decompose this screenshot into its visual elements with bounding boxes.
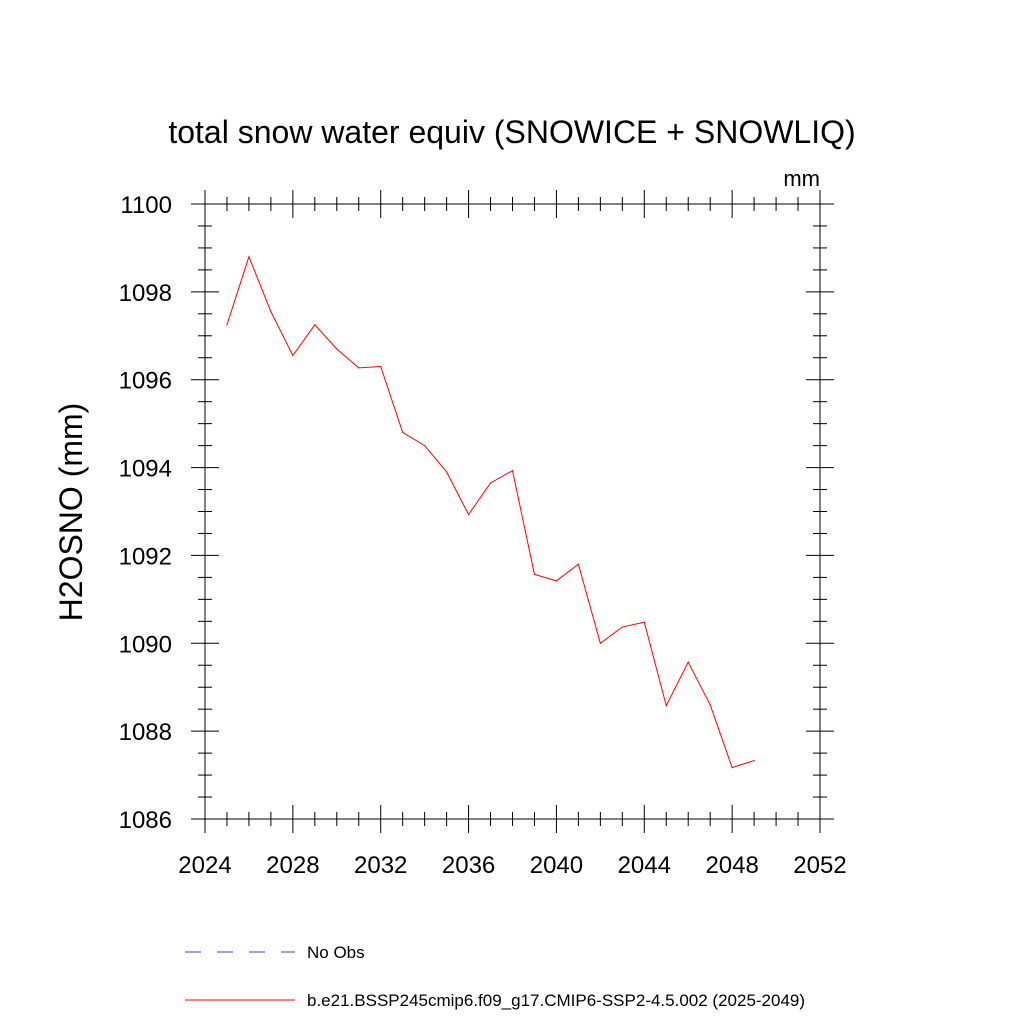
x-tick-label: 2024 [178,852,231,879]
data-point [577,563,579,565]
y-tick-label: 1100 [120,192,172,219]
x-tick-label: 2028 [266,852,319,879]
data-point [665,705,667,707]
data-point [336,348,338,350]
y-axis-label: H2OSNO (mm) [53,403,89,622]
data-point [511,470,514,472]
data-point [489,482,492,484]
x-tick-label: 2048 [705,852,758,879]
series-line [226,255,755,769]
data-point [314,324,316,326]
x-tick-label: 2052 [793,852,846,879]
y-tick-label: 1092 [119,543,172,570]
x-tick-label: 2032 [354,852,407,879]
data-point [643,621,645,623]
legend-label: b.e21.BSSP245cmip6.f09_g17.CMIP6-SSP2-4.… [307,991,805,1010]
data-point [599,642,601,644]
data-point [709,704,711,706]
data-point [380,365,382,368]
series-group [226,255,755,769]
data-point [555,580,558,582]
data-point [270,311,272,313]
legend-label: No Obs [307,943,365,962]
data-point [621,626,623,628]
x-tick-label: 2044 [618,852,671,879]
x-tick-label: 2036 [442,852,495,879]
data-point [731,767,733,769]
data-point [226,324,228,326]
data-point [533,573,536,575]
data-point [424,445,426,447]
chart-title: total snow water equiv (SNOWICE + SNOWLI… [168,114,855,150]
data-point [446,471,448,473]
y-tick-label: 1098 [119,280,172,307]
data-point [292,354,294,357]
data-point [248,256,250,258]
data-point [467,513,470,516]
y-tick-labels: 1086 1088 1090 1092 1094 1096 1098 1100 [119,192,172,834]
y-tick-label: 1094 [119,456,172,483]
data-point [402,431,404,434]
data-point [358,367,360,369]
y-tick-label: 1096 [119,368,172,395]
legend: No Obs b.e21.BSSP245cmip6.f09_g17.CMIP6-S… [185,943,805,1010]
plot-frame [204,203,821,820]
y-tick-label: 1086 [119,807,172,834]
axis-ticks [191,190,834,833]
data-point [687,661,689,663]
x-tick-label: 2040 [530,852,583,879]
data-point [753,759,755,762]
x-tick-labels: 2024 2028 2032 2036 2040 2044 2048 2052 [178,852,846,879]
y-tick-label: 1090 [119,631,172,658]
units-label: mm [783,166,820,191]
y-tick-label: 1088 [119,719,172,746]
